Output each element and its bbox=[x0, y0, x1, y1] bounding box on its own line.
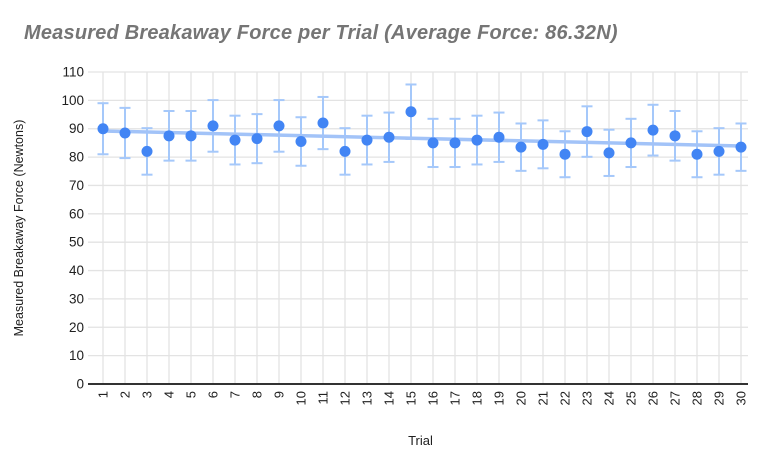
x-tick-label: 15 bbox=[404, 391, 419, 405]
trendline bbox=[101, 129, 743, 148]
data-point bbox=[339, 145, 351, 157]
data-point bbox=[471, 134, 483, 146]
data-point bbox=[185, 130, 197, 142]
data-point bbox=[515, 141, 527, 153]
x-tick-label: 12 bbox=[338, 391, 353, 405]
data-point bbox=[361, 134, 373, 146]
chart-title: Measured Breakaway Force per Trial (Aver… bbox=[24, 22, 618, 44]
data-point bbox=[493, 131, 505, 143]
data-point bbox=[207, 120, 219, 132]
x-tick-label: 19 bbox=[492, 391, 507, 405]
data-point bbox=[229, 134, 241, 146]
x-tick-label: 11 bbox=[316, 391, 331, 405]
x-tick-label: 16 bbox=[426, 391, 441, 405]
x-tick-label: 21 bbox=[536, 391, 551, 405]
data-point bbox=[559, 148, 571, 160]
data-point bbox=[427, 137, 439, 149]
x-tick-label: 14 bbox=[382, 391, 397, 405]
x-tick-label: 27 bbox=[668, 391, 683, 405]
x-tick-label: 22 bbox=[558, 391, 573, 405]
x-tick-label: 17 bbox=[448, 391, 463, 405]
y-tick-label: 10 bbox=[69, 348, 84, 363]
x-tick-label: 7 bbox=[228, 391, 243, 398]
data-point bbox=[449, 137, 461, 149]
data-point bbox=[647, 124, 659, 136]
data-points bbox=[97, 106, 747, 160]
x-tick-label: 9 bbox=[272, 391, 287, 398]
x-tick-label: 3 bbox=[140, 391, 155, 398]
x-tick-label: 2 bbox=[118, 391, 133, 398]
gridlines bbox=[88, 71, 748, 384]
x-axis-title: Trial bbox=[408, 433, 433, 448]
y-tick-label: 40 bbox=[69, 263, 84, 278]
y-tick-label: 0 bbox=[76, 377, 84, 392]
data-point bbox=[383, 131, 395, 143]
data-point bbox=[691, 148, 703, 160]
x-tick-label: 1 bbox=[96, 391, 111, 398]
y-tick-label: 60 bbox=[69, 206, 84, 221]
data-point bbox=[251, 133, 263, 145]
x-tick-label: 10 bbox=[294, 391, 309, 405]
x-tick-label: 4 bbox=[162, 391, 177, 398]
y-tick-label: 100 bbox=[61, 93, 84, 108]
data-point bbox=[735, 141, 747, 153]
data-point bbox=[581, 126, 593, 138]
x-tick-label: 24 bbox=[602, 391, 617, 405]
x-tick-label: 30 bbox=[734, 391, 749, 405]
data-point bbox=[141, 145, 153, 157]
y-tick-label: 50 bbox=[69, 235, 84, 250]
data-point bbox=[295, 135, 307, 147]
data-point bbox=[713, 145, 725, 157]
x-tick-label: 28 bbox=[690, 391, 705, 405]
data-point bbox=[97, 123, 109, 135]
data-point bbox=[163, 130, 175, 142]
x-tick-label: 25 bbox=[624, 391, 639, 405]
y-tick-label: 90 bbox=[69, 121, 84, 136]
y-tick-label: 20 bbox=[69, 320, 84, 335]
data-point bbox=[273, 120, 285, 132]
data-point bbox=[669, 130, 681, 142]
y-tick-label: 80 bbox=[69, 150, 84, 165]
x-tick-label: 29 bbox=[712, 391, 727, 405]
x-tick-label: 8 bbox=[250, 391, 265, 398]
y-tick-label: 110 bbox=[62, 65, 84, 80]
data-point bbox=[119, 127, 131, 139]
x-tick-label: 13 bbox=[360, 391, 375, 405]
y-tick-label: 30 bbox=[69, 291, 84, 306]
data-point bbox=[603, 147, 615, 159]
x-tick-label: 5 bbox=[184, 391, 199, 398]
x-tick-label: 26 bbox=[646, 391, 661, 405]
data-point bbox=[537, 138, 549, 150]
x-tick-label: 18 bbox=[470, 391, 485, 405]
x-tick-label: 6 bbox=[206, 391, 221, 398]
x-tick-label: 20 bbox=[514, 391, 529, 405]
x-tick-label: 23 bbox=[580, 391, 595, 405]
y-tick-label: 70 bbox=[69, 178, 84, 193]
data-point bbox=[625, 137, 637, 149]
data-point bbox=[317, 117, 329, 129]
data-point bbox=[405, 106, 417, 118]
